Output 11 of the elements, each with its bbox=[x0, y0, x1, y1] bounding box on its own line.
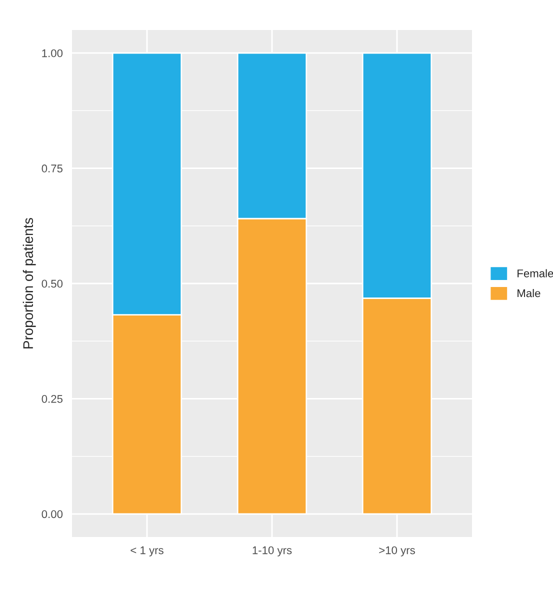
y-tick-label: 1.00 bbox=[42, 49, 63, 58]
legend-label: Female bbox=[518, 269, 553, 278]
x-tick-label: 1-10 yrs bbox=[252, 546, 292, 556]
x-tick-label: >10 yrs bbox=[379, 546, 415, 556]
y-axis-title: Proportion of patients bbox=[22, 218, 36, 348]
legend-label: Male bbox=[518, 289, 540, 298]
x-tick-label: < 1 yrs bbox=[130, 546, 164, 556]
y-tick-label: 0.50 bbox=[42, 280, 63, 288]
y-tick-label: 0.00 bbox=[42, 510, 63, 518]
y-tick-label: 0.75 bbox=[42, 164, 63, 172]
y-tick-label: 0.25 bbox=[42, 394, 63, 403]
